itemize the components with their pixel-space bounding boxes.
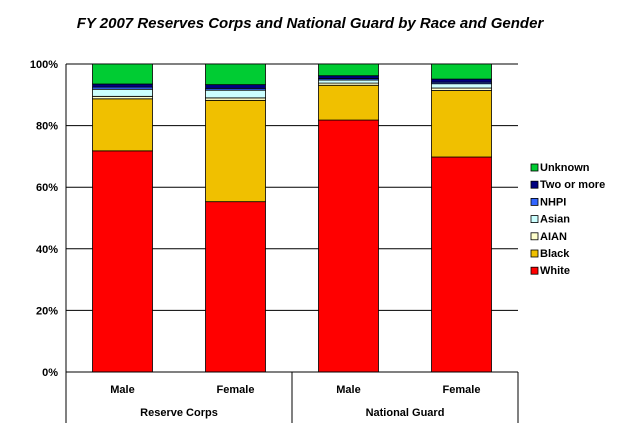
legend-label: Asian	[540, 214, 570, 226]
legend-swatch	[530, 266, 539, 275]
legend-label: Unknown	[540, 162, 590, 174]
y-tick-label: 40%	[36, 244, 58, 256]
y-tick-label: 100%	[30, 59, 58, 71]
y-tick-label: 80%	[36, 121, 58, 133]
bar-segment-asian	[318, 79, 379, 84]
bar-segment-unknown	[205, 63, 266, 86]
legend-swatch	[530, 197, 539, 206]
group-label: Reserve Corps	[140, 407, 218, 419]
legend-swatch	[530, 163, 539, 172]
bar-segment-white	[318, 119, 379, 373]
plot-area: 0% 20% 40% 60% 80% 100% Male Female Male Female Re…	[30, 59, 519, 423]
bar-segment-white	[431, 156, 492, 373]
y-tick-label: 0%	[42, 367, 58, 379]
legend-swatch	[530, 232, 539, 241]
bar-segment-asian	[431, 83, 492, 89]
legend-swatch	[530, 180, 539, 189]
legend-swatch	[530, 215, 539, 224]
y-tick-label: 60%	[36, 182, 58, 194]
bar-segment-black	[205, 99, 266, 203]
bar-segment-two-or-more	[318, 75, 379, 79]
bar-segment-two-or-more	[431, 78, 492, 83]
bar-segment-asian	[92, 88, 153, 97]
bar-segment-black	[92, 98, 153, 152]
x-tick-label: Male	[336, 384, 360, 396]
legend-label: AIAN	[540, 231, 567, 243]
group-label: National Guard	[366, 407, 445, 419]
bar-segment-black	[431, 90, 492, 158]
legend-label: Black	[540, 248, 570, 260]
bar-segment-unknown	[92, 63, 153, 85]
legend-label: White	[540, 265, 570, 277]
bar-segment-white	[205, 201, 266, 373]
x-tick-label: Female	[443, 384, 481, 396]
y-tick-label: 20%	[36, 305, 58, 317]
legend-label: Two or more	[540, 179, 605, 191]
legend-label: NHPI	[540, 196, 566, 208]
x-tick-label: Female	[217, 384, 255, 396]
bar-segment-unknown	[431, 63, 492, 80]
chart-title: FY 2007 Reserves Corps and National Guar…	[77, 15, 545, 32]
x-tick-label: Male	[110, 384, 134, 396]
bar-segment-black	[318, 84, 379, 121]
bar-segment-two-or-more	[92, 83, 153, 88]
legend-swatch	[530, 249, 539, 258]
bar-segment-asian	[205, 89, 266, 99]
bar-segment-two-or-more	[205, 84, 266, 89]
bar-segment-unknown	[318, 63, 379, 77]
bar-segment-white	[92, 150, 153, 373]
legend: Unknown Two or more NHPI Asian AIAN Black Whit…	[530, 162, 605, 277]
